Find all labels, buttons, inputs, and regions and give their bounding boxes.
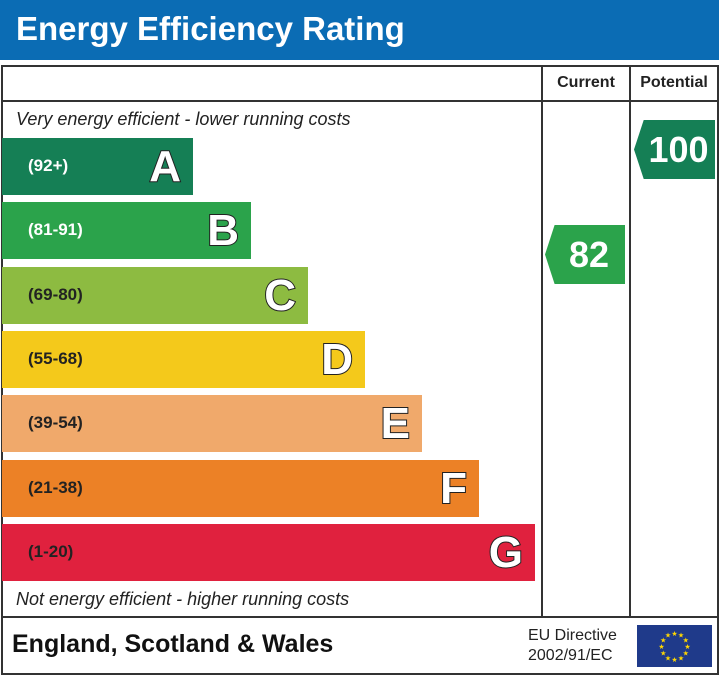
band-a: (92+) A [2,138,193,195]
star-icon: ★ [684,643,690,651]
star-icon: ★ [683,637,689,645]
band-letter: G [488,527,524,578]
star-icon: ★ [660,650,666,658]
potential-rating-arrow: 100 [634,120,715,179]
star-icon: ★ [671,656,677,664]
band-range: (55-68) [28,348,83,368]
star-icon: ★ [678,632,684,640]
divider [1,616,717,618]
current-rating-arrow: 82 [545,225,625,284]
header-bar: Energy Efficiency Rating [0,0,719,60]
band-range: (21-38) [28,477,83,497]
band-range: (69-80) [28,284,83,304]
band-range: (1-20) [28,541,74,561]
directive-line1: EU Directive [528,627,617,644]
band-letter: A [148,141,182,192]
star-icon: ★ [660,637,666,645]
band-d: (55-68) D [2,330,365,388]
column-header-current: Current [557,74,615,91]
divider [1,100,717,102]
divider [629,65,631,617]
divider [541,65,543,617]
band-letter: C [263,270,297,321]
star-icon: ★ [671,630,677,638]
band-letter: E [380,398,411,449]
country-label: England, Scotland & Wales [12,630,334,658]
star-icon: ★ [658,643,664,651]
band-g: (1-20) G [2,523,535,581]
band-letter: D [320,334,354,385]
directive-line2: 2002/91/EC [528,647,613,664]
star-icon: ★ [665,654,671,662]
band-f: (21-38) F [2,459,479,517]
band-e: (39-54) E [2,395,422,453]
bottom-note: Not energy efficient - higher running co… [16,589,350,609]
band-letter: F [439,463,468,514]
band-range: (39-54) [28,413,83,433]
column-header-potential: Potential [640,74,708,91]
eu-flag-icon: ★ ★★★★★★★★★★★ [637,625,712,667]
star-icon: ★ [665,632,671,640]
band-c: (69-80) C [2,266,308,324]
star-icon: ★ [678,654,684,662]
star-icon: ★ [683,650,689,658]
band-letter: B [206,205,240,256]
band-range: (81-91) [28,220,83,240]
chart-title: Energy Efficiency Rating [16,10,405,47]
top-note: Very energy efficient - lower running co… [16,109,351,129]
eu-directive: EU Directive 2002/91/EC [528,626,617,666]
band-b: (81-91) B [2,202,251,260]
band-range: (92+) [28,156,69,175]
